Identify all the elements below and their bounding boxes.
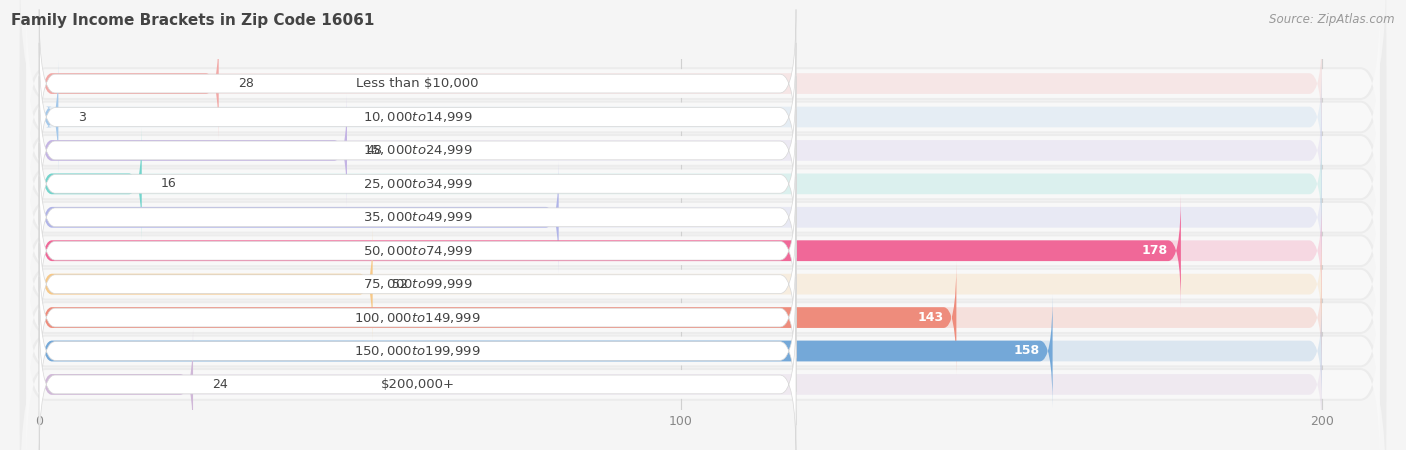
FancyBboxPatch shape xyxy=(27,298,1379,450)
FancyBboxPatch shape xyxy=(39,43,796,191)
FancyBboxPatch shape xyxy=(27,232,1379,404)
FancyBboxPatch shape xyxy=(39,194,1181,307)
FancyBboxPatch shape xyxy=(20,67,1386,301)
FancyBboxPatch shape xyxy=(39,60,58,174)
FancyBboxPatch shape xyxy=(20,133,1386,368)
Text: 143: 143 xyxy=(918,311,943,324)
FancyBboxPatch shape xyxy=(39,94,347,207)
FancyBboxPatch shape xyxy=(27,198,1379,370)
Text: Family Income Brackets in Zip Code 16061: Family Income Brackets in Zip Code 16061 xyxy=(11,14,374,28)
Text: $35,000 to $49,999: $35,000 to $49,999 xyxy=(363,210,472,224)
FancyBboxPatch shape xyxy=(39,261,956,374)
FancyBboxPatch shape xyxy=(39,310,796,450)
FancyBboxPatch shape xyxy=(20,33,1386,268)
Text: Source: ZipAtlas.com: Source: ZipAtlas.com xyxy=(1270,14,1395,27)
FancyBboxPatch shape xyxy=(39,161,558,274)
FancyBboxPatch shape xyxy=(39,328,1322,441)
FancyBboxPatch shape xyxy=(20,0,1386,201)
FancyBboxPatch shape xyxy=(39,27,1322,140)
Text: 48: 48 xyxy=(366,144,382,157)
FancyBboxPatch shape xyxy=(20,167,1386,401)
FancyBboxPatch shape xyxy=(39,127,1322,240)
FancyBboxPatch shape xyxy=(39,243,796,392)
Text: $25,000 to $34,999: $25,000 to $34,999 xyxy=(363,177,472,191)
FancyBboxPatch shape xyxy=(39,110,796,258)
Text: $75,000 to $99,999: $75,000 to $99,999 xyxy=(363,277,472,291)
FancyBboxPatch shape xyxy=(39,228,373,341)
FancyBboxPatch shape xyxy=(39,194,1322,307)
FancyBboxPatch shape xyxy=(39,161,1322,274)
Text: 3: 3 xyxy=(77,111,86,123)
FancyBboxPatch shape xyxy=(27,131,1379,303)
Text: $10,000 to $14,999: $10,000 to $14,999 xyxy=(363,110,472,124)
Text: $200,000+: $200,000+ xyxy=(381,378,454,391)
FancyBboxPatch shape xyxy=(39,27,219,140)
FancyBboxPatch shape xyxy=(27,98,1379,270)
FancyBboxPatch shape xyxy=(39,9,796,158)
FancyBboxPatch shape xyxy=(20,200,1386,435)
FancyBboxPatch shape xyxy=(39,143,796,292)
FancyBboxPatch shape xyxy=(39,328,193,441)
Text: 178: 178 xyxy=(1142,244,1168,257)
Text: 28: 28 xyxy=(238,77,254,90)
FancyBboxPatch shape xyxy=(27,0,1379,170)
Text: $50,000 to $74,999: $50,000 to $74,999 xyxy=(363,244,472,258)
Text: 16: 16 xyxy=(160,177,177,190)
FancyBboxPatch shape xyxy=(20,234,1386,450)
FancyBboxPatch shape xyxy=(39,176,796,325)
FancyBboxPatch shape xyxy=(27,165,1379,337)
FancyBboxPatch shape xyxy=(27,265,1379,437)
FancyBboxPatch shape xyxy=(39,294,1322,408)
FancyBboxPatch shape xyxy=(39,228,1322,341)
Text: 52: 52 xyxy=(392,278,408,291)
FancyBboxPatch shape xyxy=(39,94,1322,207)
Text: 158: 158 xyxy=(1014,345,1040,357)
FancyBboxPatch shape xyxy=(27,31,1379,203)
FancyBboxPatch shape xyxy=(20,100,1386,335)
FancyBboxPatch shape xyxy=(39,294,1053,408)
FancyBboxPatch shape xyxy=(39,277,796,425)
Text: Less than $10,000: Less than $10,000 xyxy=(356,77,479,90)
FancyBboxPatch shape xyxy=(39,210,796,358)
Text: 81: 81 xyxy=(529,211,546,224)
Text: $100,000 to $149,999: $100,000 to $149,999 xyxy=(354,310,481,324)
FancyBboxPatch shape xyxy=(20,0,1386,234)
Text: 24: 24 xyxy=(212,378,228,391)
FancyBboxPatch shape xyxy=(20,267,1386,450)
Text: $15,000 to $24,999: $15,000 to $24,999 xyxy=(363,144,472,158)
FancyBboxPatch shape xyxy=(39,261,1322,374)
FancyBboxPatch shape xyxy=(27,64,1379,236)
FancyBboxPatch shape xyxy=(39,127,142,240)
FancyBboxPatch shape xyxy=(39,60,1322,174)
Text: $150,000 to $199,999: $150,000 to $199,999 xyxy=(354,344,481,358)
FancyBboxPatch shape xyxy=(39,76,796,225)
